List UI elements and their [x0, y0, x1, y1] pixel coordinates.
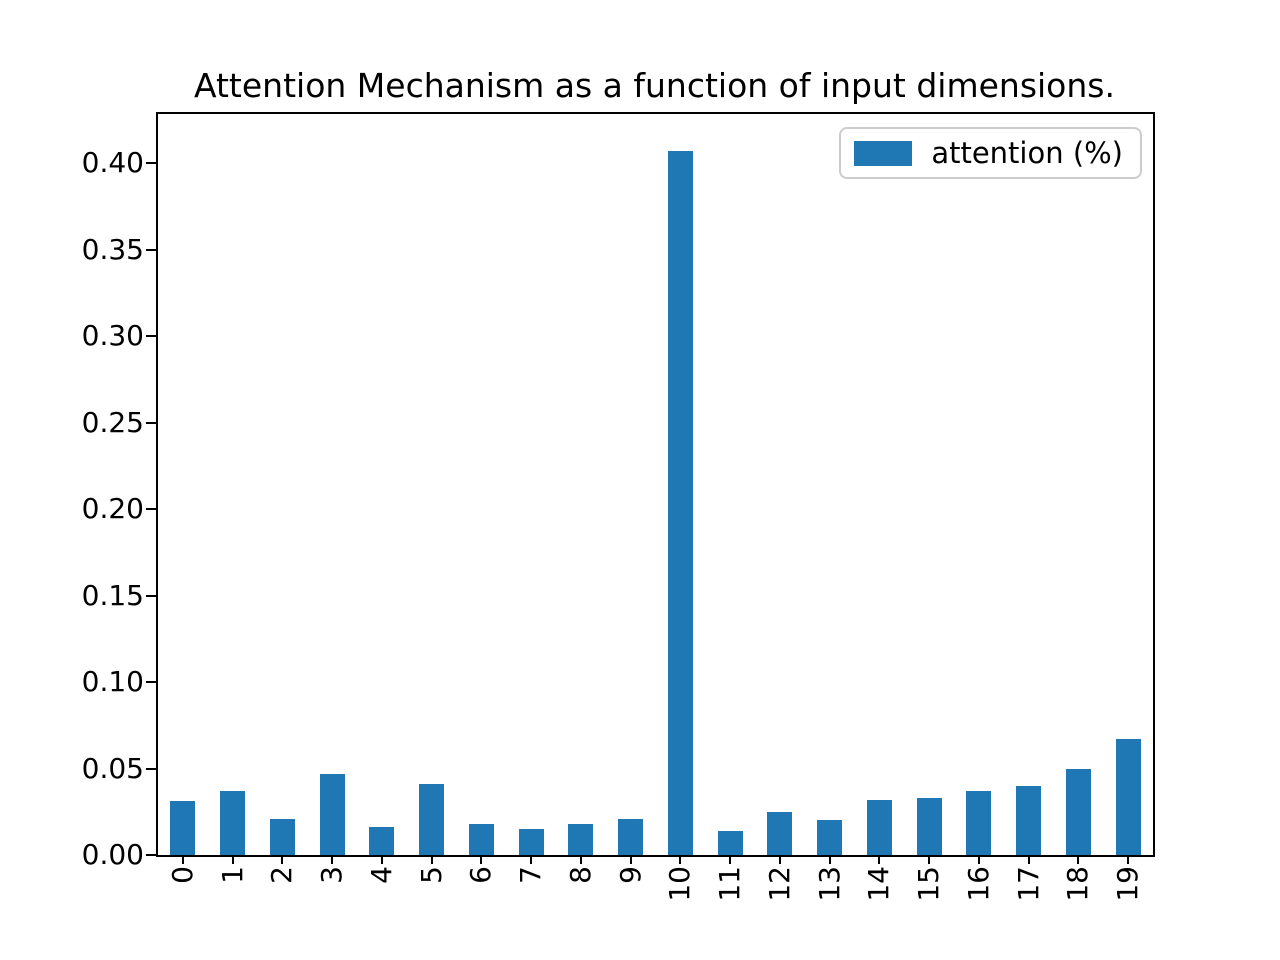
- y-tick-mark: [146, 767, 156, 770]
- x-tick-label: 8: [563, 866, 597, 884]
- bar: [369, 827, 395, 855]
- bar: [419, 784, 445, 855]
- x-tick-mark: [430, 855, 433, 864]
- x-tick-mark: [977, 855, 980, 864]
- bar: [866, 799, 892, 855]
- y-tick-label: 0.10: [81, 665, 144, 699]
- x-tick-mark: [579, 855, 582, 864]
- x-tick-label: 15: [912, 866, 946, 902]
- x-tick-label: 12: [762, 866, 796, 902]
- x-tick-label: 1: [215, 866, 249, 884]
- x-tick-mark: [729, 855, 732, 864]
- bar: [966, 791, 992, 855]
- x-tick-label: 9: [613, 866, 647, 884]
- x-tick-label: 14: [862, 866, 896, 902]
- bar: [1065, 768, 1091, 855]
- x-tick-label: 0: [165, 866, 199, 884]
- bar: [717, 830, 743, 855]
- legend-label: attention (%): [931, 136, 1123, 170]
- x-tick-label: 19: [1111, 866, 1145, 902]
- x-tick-mark: [1027, 855, 1030, 864]
- x-tick-label: 7: [514, 866, 548, 884]
- x-tick-mark: [231, 855, 234, 864]
- bar: [817, 820, 843, 855]
- bar: [618, 818, 644, 855]
- y-tick-label: 0.35: [81, 232, 144, 266]
- y-tick-mark: [146, 248, 156, 251]
- x-tick-mark: [878, 855, 881, 864]
- y-tick-mark: [146, 335, 156, 338]
- x-tick-label: 6: [464, 866, 498, 884]
- y-tick-mark: [146, 421, 156, 424]
- x-tick-mark: [828, 855, 831, 864]
- x-tick-label: 13: [812, 866, 846, 902]
- legend-swatch-icon: [854, 140, 913, 166]
- bar: [767, 811, 793, 855]
- y-tick-label: 0.25: [81, 405, 144, 439]
- x-tick-label: 3: [315, 866, 349, 884]
- x-tick-mark: [778, 855, 781, 864]
- bar: [518, 829, 544, 855]
- x-tick-mark: [380, 855, 383, 864]
- x-tick-label: 11: [713, 866, 747, 902]
- bar: [269, 818, 295, 855]
- plot-area: attention (%): [156, 112, 1155, 857]
- x-tick-label: 5: [414, 866, 448, 884]
- x-tick-label: 4: [364, 866, 398, 884]
- x-tick-mark: [928, 855, 931, 864]
- x-tick-mark: [480, 855, 483, 864]
- y-tick-mark: [146, 854, 156, 856]
- x-tick-mark: [679, 855, 682, 864]
- bar: [220, 791, 246, 855]
- y-tick-mark: [146, 594, 156, 597]
- bar: [667, 151, 693, 855]
- x-tick-label: 10: [663, 866, 697, 902]
- x-tick-mark: [1077, 855, 1080, 864]
- y-tick-mark: [146, 162, 156, 165]
- bar: [468, 823, 494, 855]
- x-tick-label: 16: [961, 866, 995, 902]
- y-tick-mark: [146, 681, 156, 684]
- y-tick-label: 0.40: [81, 146, 144, 180]
- x-tick-label: 18: [1061, 866, 1095, 902]
- x-tick-mark: [530, 855, 533, 864]
- x-tick-label: 17: [1011, 866, 1045, 902]
- x-tick-mark: [281, 855, 284, 864]
- y-tick-label: 0.00: [81, 838, 144, 871]
- bar: [1016, 785, 1042, 855]
- legend: attention (%): [839, 127, 1142, 179]
- x-tick-mark: [181, 855, 184, 864]
- x-tick-mark: [331, 855, 334, 864]
- x-tick-label: 2: [265, 866, 299, 884]
- y-tick-label: 0.15: [81, 578, 144, 612]
- bar: [319, 773, 345, 855]
- x-tick-mark: [629, 855, 632, 864]
- x-tick-mark: [1127, 855, 1130, 864]
- y-tick-label: 0.20: [81, 492, 144, 526]
- bar: [916, 797, 942, 855]
- y-tick-label: 0.05: [81, 751, 144, 785]
- y-tick-mark: [146, 508, 156, 511]
- bar: [170, 801, 196, 855]
- bar: [568, 823, 594, 855]
- y-tick-label: 0.30: [81, 319, 144, 353]
- bar: [1115, 739, 1141, 855]
- chart-title: Attention Mechanism as a function of inp…: [194, 66, 1115, 105]
